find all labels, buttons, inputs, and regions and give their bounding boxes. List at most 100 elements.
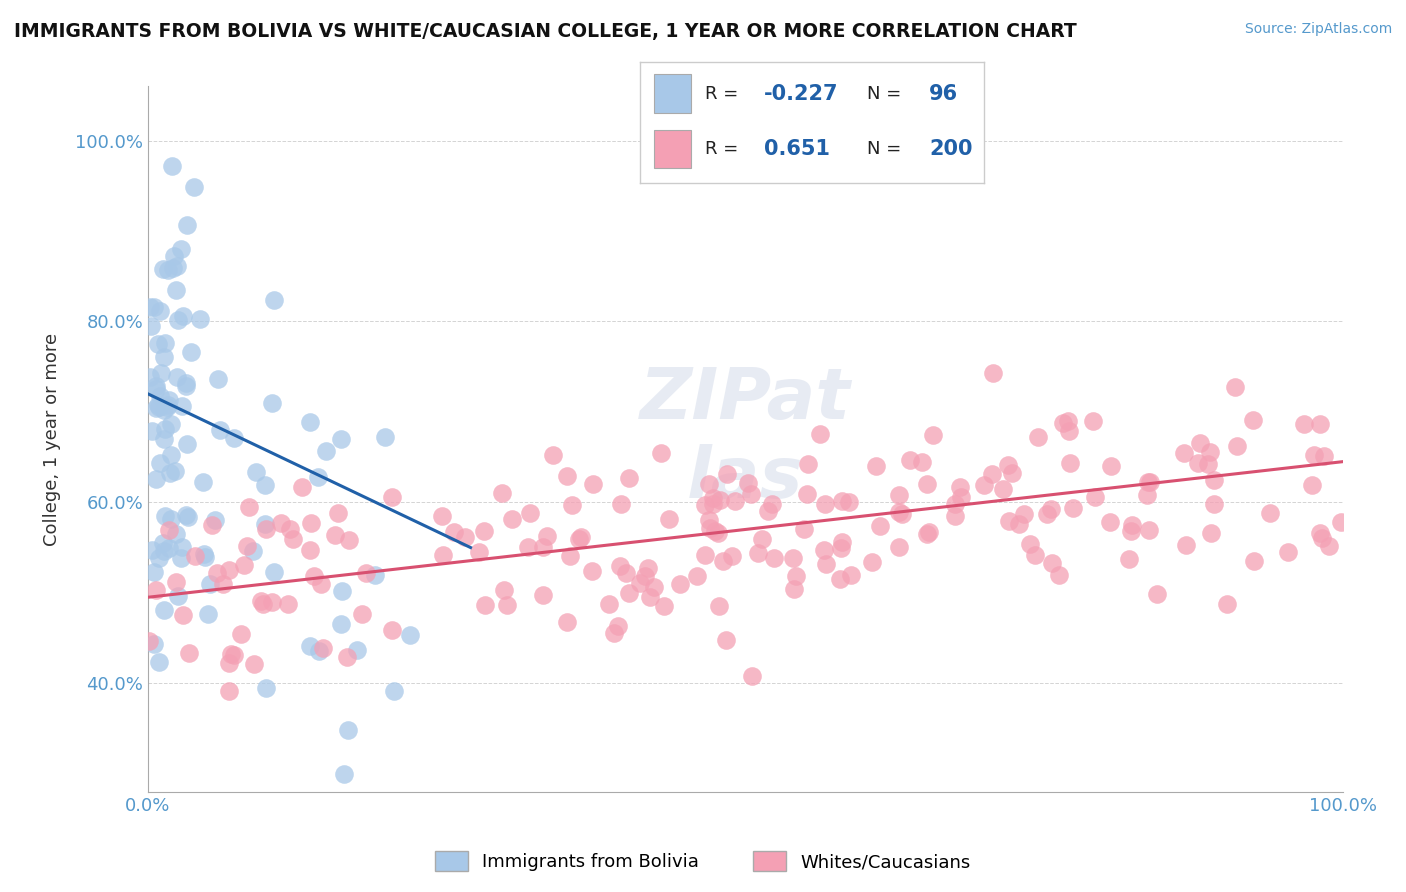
Point xyxy=(1098,515,1121,529)
Text: 96: 96 xyxy=(929,84,959,103)
Point xyxy=(531,541,554,555)
Point xyxy=(1137,475,1160,489)
Point xyxy=(142,637,165,651)
Point xyxy=(159,512,181,526)
Point xyxy=(153,508,176,523)
Point xyxy=(148,304,170,318)
Point xyxy=(179,646,201,660)
Point xyxy=(141,425,163,439)
Point xyxy=(333,766,356,780)
Point xyxy=(1139,475,1161,490)
Point xyxy=(921,427,943,442)
Point xyxy=(1139,523,1161,537)
Point xyxy=(299,542,322,557)
Point xyxy=(918,524,941,539)
Y-axis label: College, 1 year or more: College, 1 year or more xyxy=(44,333,60,546)
Point xyxy=(1309,525,1331,540)
Point xyxy=(143,565,166,579)
Point xyxy=(323,527,346,541)
Point xyxy=(197,607,219,621)
Point xyxy=(382,684,405,698)
Point xyxy=(783,582,806,596)
Point xyxy=(204,513,226,527)
Point xyxy=(558,549,581,563)
Point xyxy=(1062,501,1084,516)
Bar xyxy=(654,75,692,113)
Point xyxy=(491,486,513,500)
Point xyxy=(194,550,217,565)
Point xyxy=(1225,380,1247,394)
Point xyxy=(281,532,304,546)
Point xyxy=(838,495,860,509)
Point xyxy=(943,509,966,524)
Point xyxy=(222,431,245,445)
Point xyxy=(309,577,332,591)
Point xyxy=(238,500,260,514)
Point xyxy=(756,504,779,518)
Text: N =: N = xyxy=(868,85,907,103)
Point xyxy=(170,541,193,555)
Point xyxy=(1059,456,1081,470)
Point xyxy=(1084,491,1107,505)
Point xyxy=(139,370,162,384)
Point xyxy=(1047,568,1070,582)
Point xyxy=(249,594,271,608)
Point xyxy=(1202,473,1225,487)
Point xyxy=(145,472,167,486)
Point xyxy=(156,263,179,277)
Point xyxy=(1301,478,1323,492)
Point xyxy=(785,568,807,582)
Point xyxy=(714,632,737,647)
Point xyxy=(981,367,1004,381)
Point xyxy=(501,511,523,525)
Point xyxy=(569,530,592,544)
Point xyxy=(311,640,333,655)
Point xyxy=(1173,445,1195,459)
Point xyxy=(1303,448,1326,462)
Point xyxy=(176,437,198,451)
Point xyxy=(153,422,176,436)
Point xyxy=(1052,416,1074,430)
Point xyxy=(1175,538,1198,552)
Point xyxy=(640,590,662,604)
Point xyxy=(751,532,773,546)
Point xyxy=(336,649,359,664)
Point xyxy=(1024,548,1046,562)
Point xyxy=(628,575,651,590)
Point xyxy=(157,392,180,407)
Point xyxy=(617,586,640,600)
Point xyxy=(326,506,349,520)
Point xyxy=(1216,598,1239,612)
Point xyxy=(198,577,221,591)
Point xyxy=(1243,554,1265,568)
Point xyxy=(242,544,264,558)
Point xyxy=(172,608,194,623)
Point xyxy=(720,549,742,563)
Point xyxy=(860,555,883,569)
Point xyxy=(1313,449,1336,463)
Point xyxy=(180,345,202,359)
Point xyxy=(165,464,187,478)
Point xyxy=(911,455,934,469)
Text: ZIPat
las: ZIPat las xyxy=(640,365,851,514)
Point xyxy=(716,467,738,481)
Point xyxy=(915,527,938,541)
Text: Source: ZipAtlas.com: Source: ZipAtlas.com xyxy=(1244,22,1392,37)
Point xyxy=(170,242,193,256)
Point xyxy=(814,497,837,511)
Point xyxy=(443,524,465,539)
Point xyxy=(299,516,322,530)
Point xyxy=(668,577,690,591)
Point xyxy=(159,467,181,481)
Point xyxy=(252,597,274,611)
Point xyxy=(148,550,170,565)
Point xyxy=(153,402,176,417)
Point xyxy=(263,565,285,579)
Point xyxy=(381,623,404,637)
Point xyxy=(887,541,910,555)
Point xyxy=(997,458,1019,472)
Point xyxy=(915,477,938,491)
Point xyxy=(496,598,519,612)
Point xyxy=(298,639,321,653)
Point xyxy=(224,648,246,663)
